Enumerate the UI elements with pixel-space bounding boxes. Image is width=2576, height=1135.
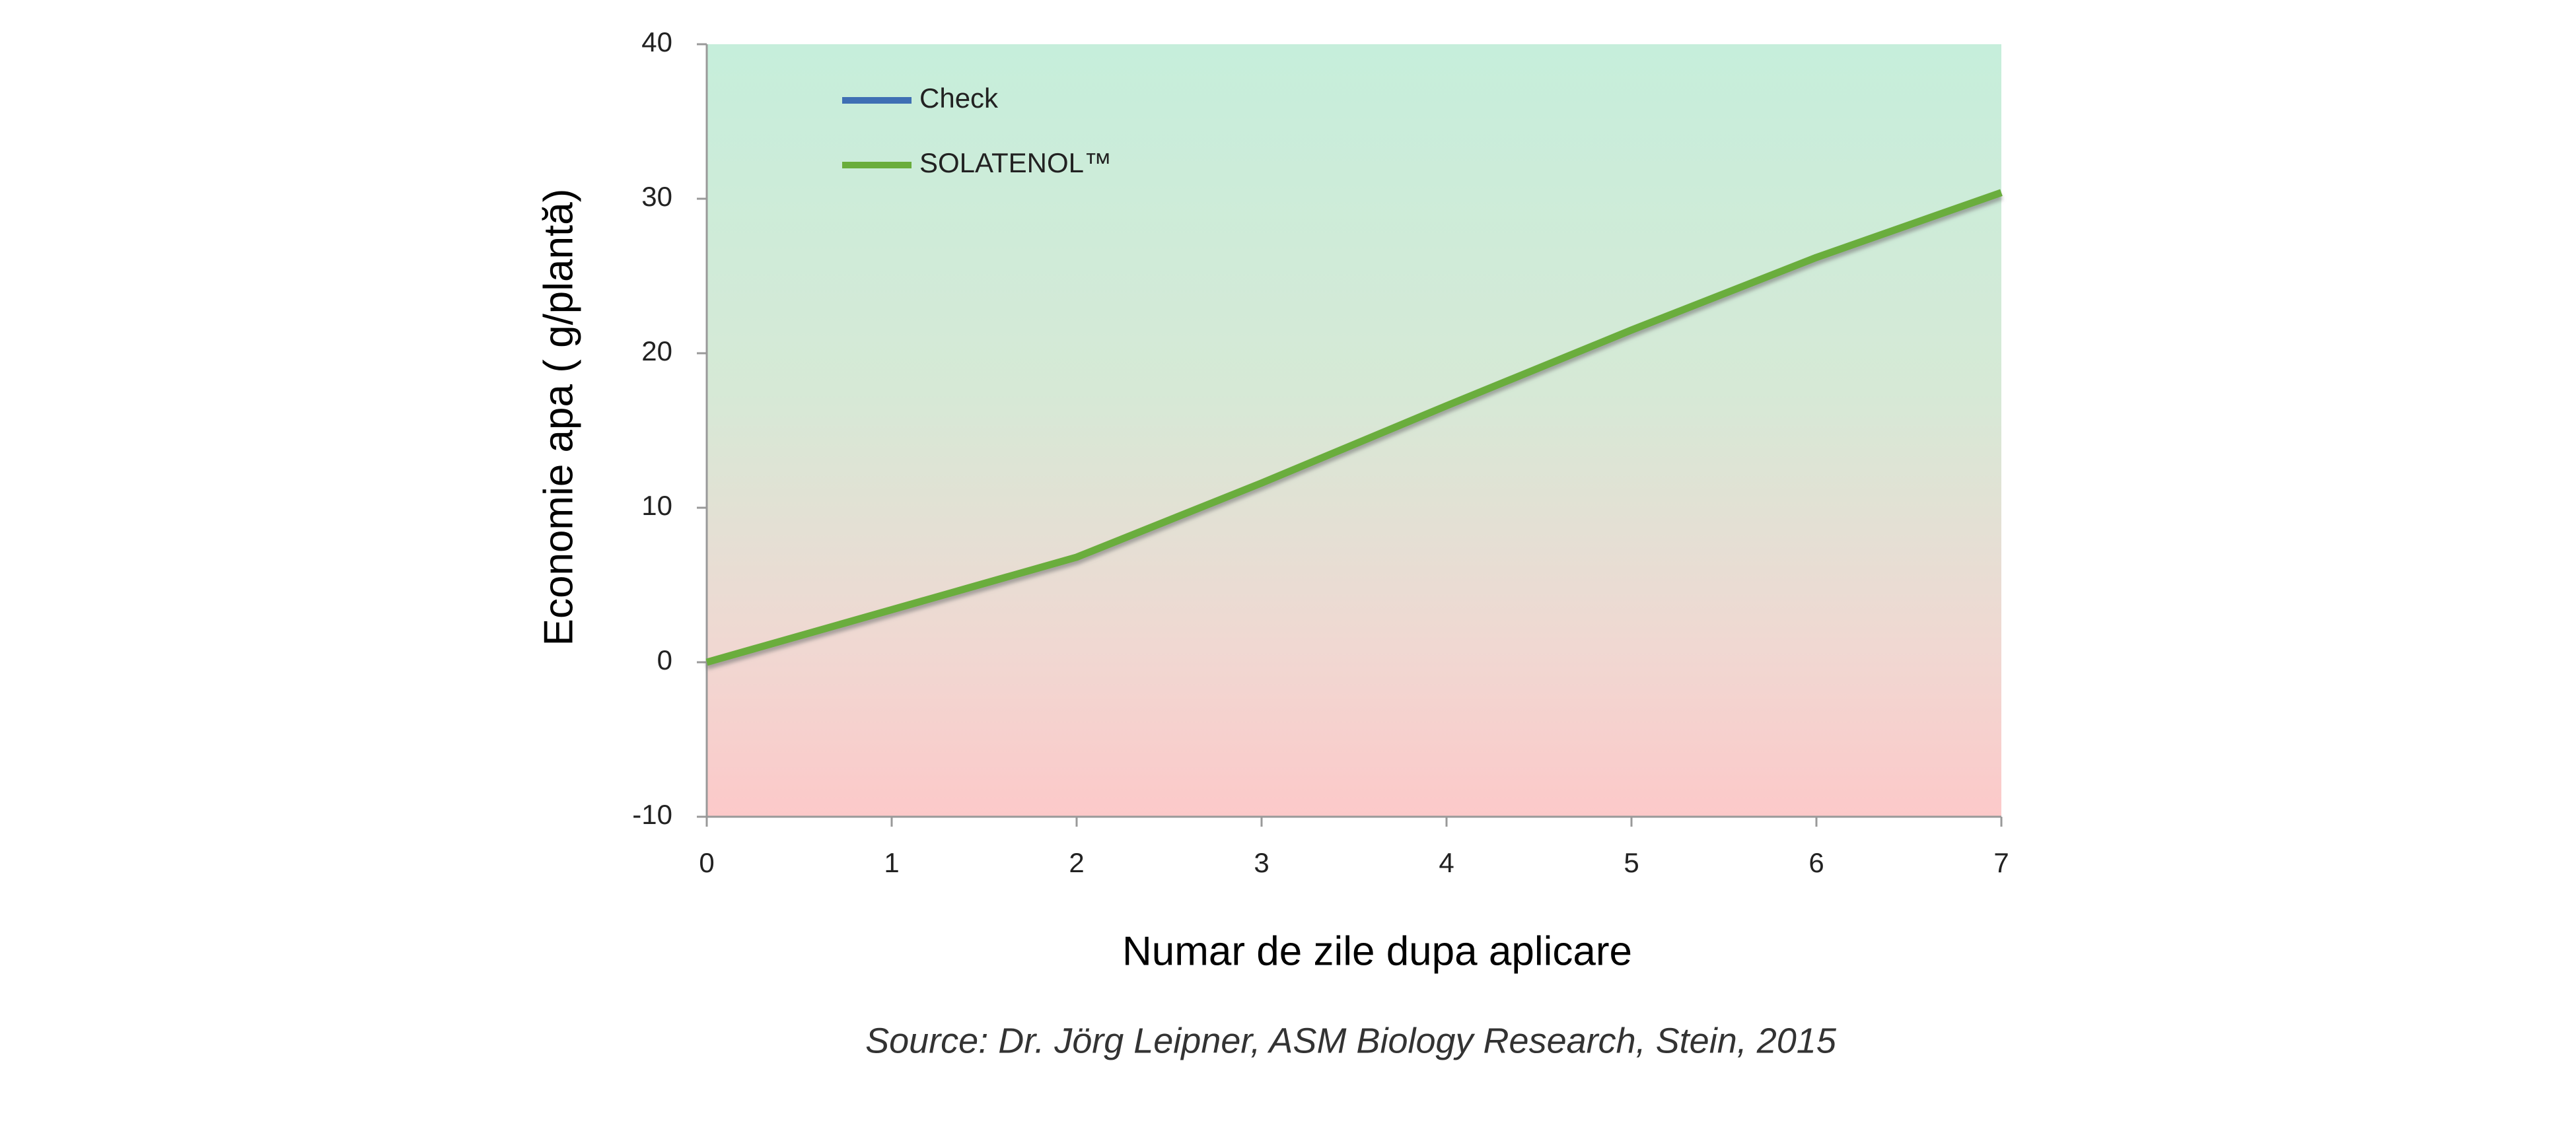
legend-label: Check [919,83,999,114]
plot-background [707,44,2001,817]
x-tick-label: 1 [884,847,899,878]
x-axis-title: Numar de zile dupa aplicare [1122,928,1632,974]
source-note: Source: Dr. Jörg Leipner, ASM Biology Re… [865,1021,1837,1060]
x-tick-label: 4 [1439,847,1454,878]
x-tick-label: 6 [1808,847,1824,878]
x-tick-label: 2 [1069,847,1084,878]
y-tick-label: 40 [641,26,672,57]
y-tick-label: 20 [641,335,672,366]
y-tick-label: -10 [632,799,672,830]
y-tick-label: 10 [641,490,672,521]
y-axis-title: Economie apa ( g/plantă) [536,189,581,646]
x-tick-label: 7 [1993,847,2009,878]
series-line [705,189,2003,666]
x-tick-label: 0 [699,847,714,878]
x-tick-label: 5 [1624,847,1639,878]
y-tick-label: 30 [641,181,672,212]
legend-label: SOLATENOL™ [919,147,1112,178]
y-tick-label: 0 [657,644,672,675]
x-tick-label: 3 [1254,847,1269,878]
